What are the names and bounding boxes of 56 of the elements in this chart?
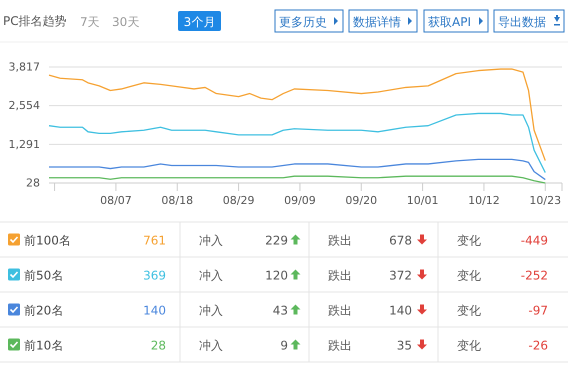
legend-label: 前100名 (24, 234, 71, 248)
text: 跌出 (328, 268, 352, 282)
x-tick-label: 09/09 (284, 194, 316, 207)
text: 变化 (457, 304, 481, 318)
x-tick-label: 10/01 (406, 194, 438, 207)
line-series (48, 158, 546, 180)
text: 跌出 (328, 338, 352, 352)
line-series (48, 176, 546, 184)
text: 9 (280, 338, 288, 352)
text: 369 (143, 268, 166, 282)
text: 冲入 (199, 234, 223, 248)
text: 120 (265, 268, 288, 282)
text: -97 (528, 304, 548, 318)
text: 761 (143, 234, 166, 248)
y-tick-label: 2,554 (8, 99, 40, 112)
text: 30天 (112, 15, 140, 29)
text: 140 (389, 304, 412, 318)
text: 数据详情 (353, 15, 401, 29)
y-tick-label: 28 (26, 176, 40, 190)
text: 冲入 (199, 268, 223, 282)
text: 372 (389, 268, 412, 282)
x-tick-label: 08/18 (161, 194, 194, 207)
text: 更多历史 (279, 15, 327, 29)
text: 678 (389, 234, 412, 248)
x-tick-label: 08/29 (222, 194, 254, 207)
x-tick-label: 08/07 (100, 194, 132, 207)
text: 导出数据 (498, 15, 546, 29)
line-series (48, 68, 546, 162)
text: -449 (520, 234, 548, 248)
legend-label: 前20名 (24, 304, 64, 318)
legend-label: 前10名 (24, 338, 64, 352)
text: 28 (150, 338, 166, 352)
text: 229 (265, 234, 288, 248)
text: 跌出 (328, 304, 352, 318)
chart-title: PC排名趋势 (3, 14, 67, 28)
text: 获取API (428, 15, 471, 29)
text: 35 (396, 338, 412, 352)
x-tick-label: 10/12 (468, 194, 500, 207)
text: 冲入 (199, 338, 223, 352)
text: 7天 (80, 15, 100, 29)
text: 变化 (457, 234, 481, 248)
legend-label: 前50名 (24, 268, 64, 282)
y-tick-label: 3,817 (8, 60, 40, 74)
text: 43 (272, 304, 288, 318)
text: 变化 (457, 268, 481, 282)
y-tick-label: 1,291 (8, 138, 40, 151)
text: 140 (143, 304, 166, 318)
text: 冲入 (199, 304, 223, 318)
text: 3个月 (184, 15, 216, 29)
x-tick-label: 10/23 (529, 194, 562, 207)
x-tick-label: 09/20 (345, 194, 378, 207)
text: -26 (528, 338, 548, 352)
text: -252 (520, 268, 548, 282)
line-series (48, 112, 546, 174)
text: 跌出 (328, 234, 352, 248)
text: 变化 (457, 338, 481, 352)
